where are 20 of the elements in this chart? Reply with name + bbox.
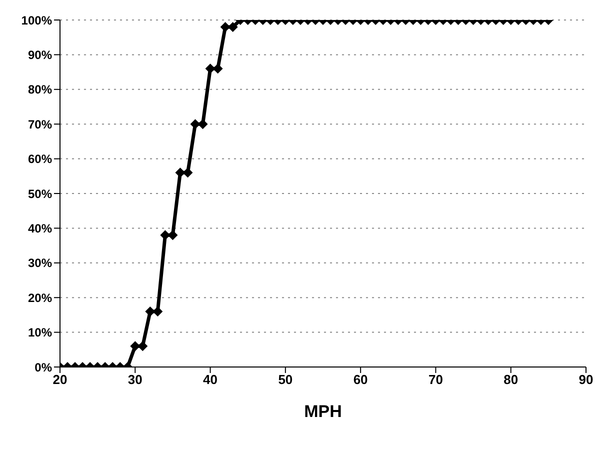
y-tick-label: 30% <box>28 256 52 270</box>
y-tick-label: 90% <box>28 48 52 62</box>
x-tick-label: 30 <box>128 372 142 388</box>
x-axis-title: MPH <box>304 402 342 421</box>
y-tick-label: 100% <box>21 13 52 28</box>
y-tick-label: 60% <box>28 152 52 166</box>
y-tick-label: 50% <box>28 186 52 201</box>
x-tick-label: 40 <box>203 372 218 388</box>
y-tick-label: 20% <box>28 290 52 305</box>
x-tick-label: 50 <box>278 372 293 388</box>
x-tick-label: 80 <box>504 372 518 388</box>
y-tick-label: 0% <box>34 360 52 374</box>
x-tick-label: 70 <box>428 372 443 388</box>
y-tick-label: 80% <box>28 82 52 97</box>
y-tick-label: 10% <box>28 326 52 340</box>
x-tick-label: 60 <box>353 372 368 388</box>
x-tick-label: 90 <box>578 372 594 388</box>
x-tick-label: 20 <box>52 372 68 388</box>
y-tick-label: 40% <box>28 221 52 236</box>
y-tick-label: 70% <box>28 117 52 132</box>
